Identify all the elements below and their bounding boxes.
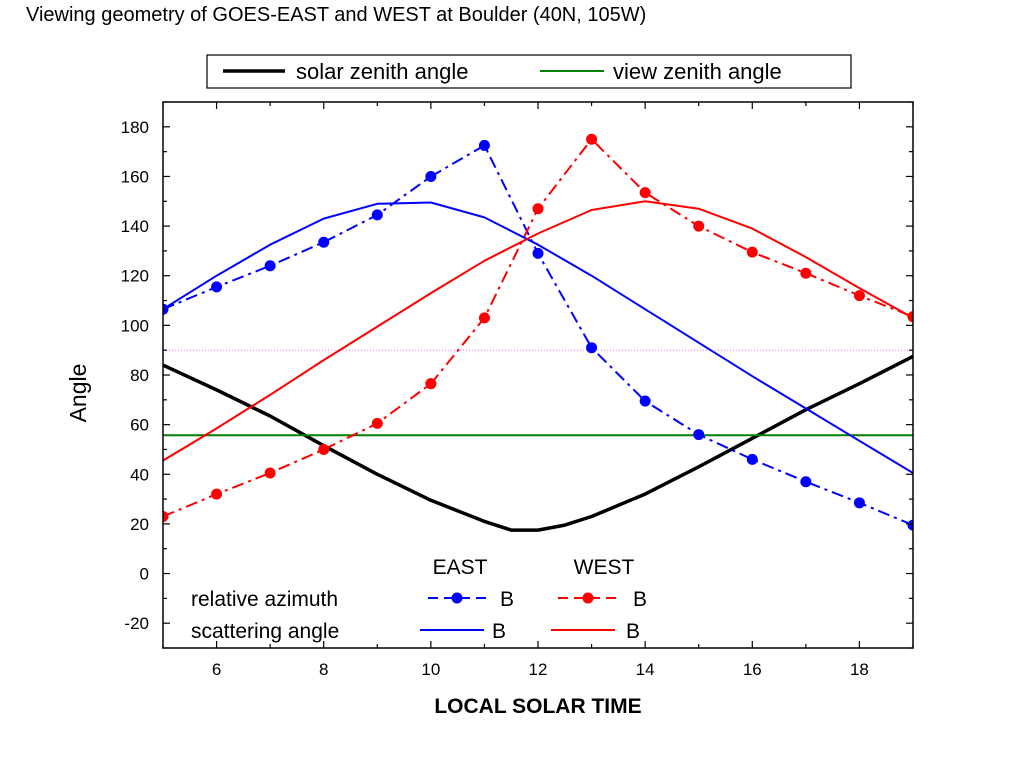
data-point-relative-azimuth-east [318, 236, 330, 248]
series-line-scattering-angle-west [163, 200, 913, 462]
x-tick-label: 16 [743, 660, 762, 679]
legend-col-west: WEST [574, 556, 635, 579]
data-point-relative-azimuth-west [853, 290, 865, 302]
y-tick-label: 60 [130, 416, 149, 435]
x-tick-label: 10 [421, 660, 440, 679]
data-point-relative-azimuth-west [371, 417, 383, 429]
y-axis-label: Angle [65, 364, 91, 423]
y-tick-label: 140 [121, 217, 149, 236]
data-point-relative-azimuth-west [532, 203, 544, 215]
legend-marker-label-west-2: B [626, 620, 640, 643]
data-point-relative-azimuth-east [639, 395, 651, 407]
chart-title: Viewing geometry of GOES-EAST and WEST a… [26, 4, 647, 26]
data-point-relative-azimuth-east [371, 209, 383, 221]
y-tick-label: 40 [130, 465, 149, 484]
y-tick-label: 180 [121, 118, 149, 137]
data-point-relative-azimuth-east [693, 429, 705, 441]
y-tick-label: 80 [130, 366, 149, 385]
legend-layer: solar zenith angle view zenith angle EAST W… [191, 54, 852, 643]
x-tick-label: 18 [850, 660, 869, 679]
data-point-relative-azimuth-west [800, 267, 812, 279]
legend-row-relative-azimuth: relative azimuth [191, 588, 338, 611]
legend-relative-azimuth-east-marker [451, 592, 463, 604]
data-point-relative-azimuth-east [478, 139, 490, 151]
y-tick-label: 20 [130, 515, 149, 534]
x-tick-label: 8 [319, 660, 328, 679]
data-point-relative-azimuth-east [586, 342, 598, 354]
legend-solar-zenith-label: solar zenith angle [296, 59, 468, 84]
series-line-scattering-angle-east [163, 201, 913, 474]
y-tick-label: 0 [140, 565, 149, 584]
legend-relative-azimuth-west-marker [582, 592, 594, 604]
series-line-solar-zenith-angle [163, 354, 913, 532]
data-point-relative-azimuth-west [693, 220, 705, 232]
series-line-relative-azimuth-east [163, 144, 913, 527]
data-point-relative-azimuth-west [425, 378, 437, 390]
data-point-relative-azimuth-east [907, 519, 913, 531]
series-layer [163, 133, 913, 532]
y-tick-label: -20 [124, 614, 149, 633]
x-axis-label: LOCAL SOLAR TIME [434, 695, 641, 718]
data-point-relative-azimuth-west [163, 510, 169, 522]
data-point-relative-azimuth-east [264, 260, 276, 272]
x-tick-label: 12 [529, 660, 548, 679]
data-point-relative-azimuth-west [264, 467, 276, 479]
plot-border [162, 101, 914, 649]
data-point-relative-azimuth-west [478, 312, 490, 324]
series-line-relative-azimuth-west [163, 138, 913, 518]
x-tick-label: 6 [212, 660, 221, 679]
data-point-relative-azimuth-east [853, 497, 865, 509]
legend-marker-label-east-2: B [492, 620, 506, 643]
data-point-relative-azimuth-west [639, 187, 651, 199]
data-point-relative-azimuth-west [746, 246, 758, 258]
data-point-relative-azimuth-west [586, 133, 598, 145]
y-tick-label: 120 [121, 267, 149, 286]
plot-frame [162, 101, 914, 649]
legend-marker-label-east: B [500, 588, 514, 611]
y-tick-label: 160 [121, 167, 149, 186]
x-tick-label: 14 [636, 660, 655, 679]
y-tick-label: 100 [121, 316, 149, 335]
legend-marker-label-west: B [633, 588, 647, 611]
data-point-relative-azimuth-east [532, 247, 544, 259]
legend-col-east: EAST [433, 556, 488, 579]
legend-view-zenith-label: view zenith angle [613, 59, 782, 84]
data-point-relative-azimuth-east [425, 170, 437, 182]
legend-row-scattering-angle: scattering angle [191, 620, 339, 643]
axis-ticks: -20 0 20 40 60 80 100 120 140 160 180 6 8 10 12 14 16 18 L… [65, 101, 914, 718]
data-point-relative-azimuth-west [211, 488, 223, 500]
data-point-relative-azimuth-east [211, 281, 223, 293]
data-point-relative-azimuth-east [746, 453, 758, 465]
data-point-relative-azimuth-west [318, 443, 330, 455]
legend-top-box [206, 54, 852, 89]
data-point-relative-azimuth-east [800, 476, 812, 488]
